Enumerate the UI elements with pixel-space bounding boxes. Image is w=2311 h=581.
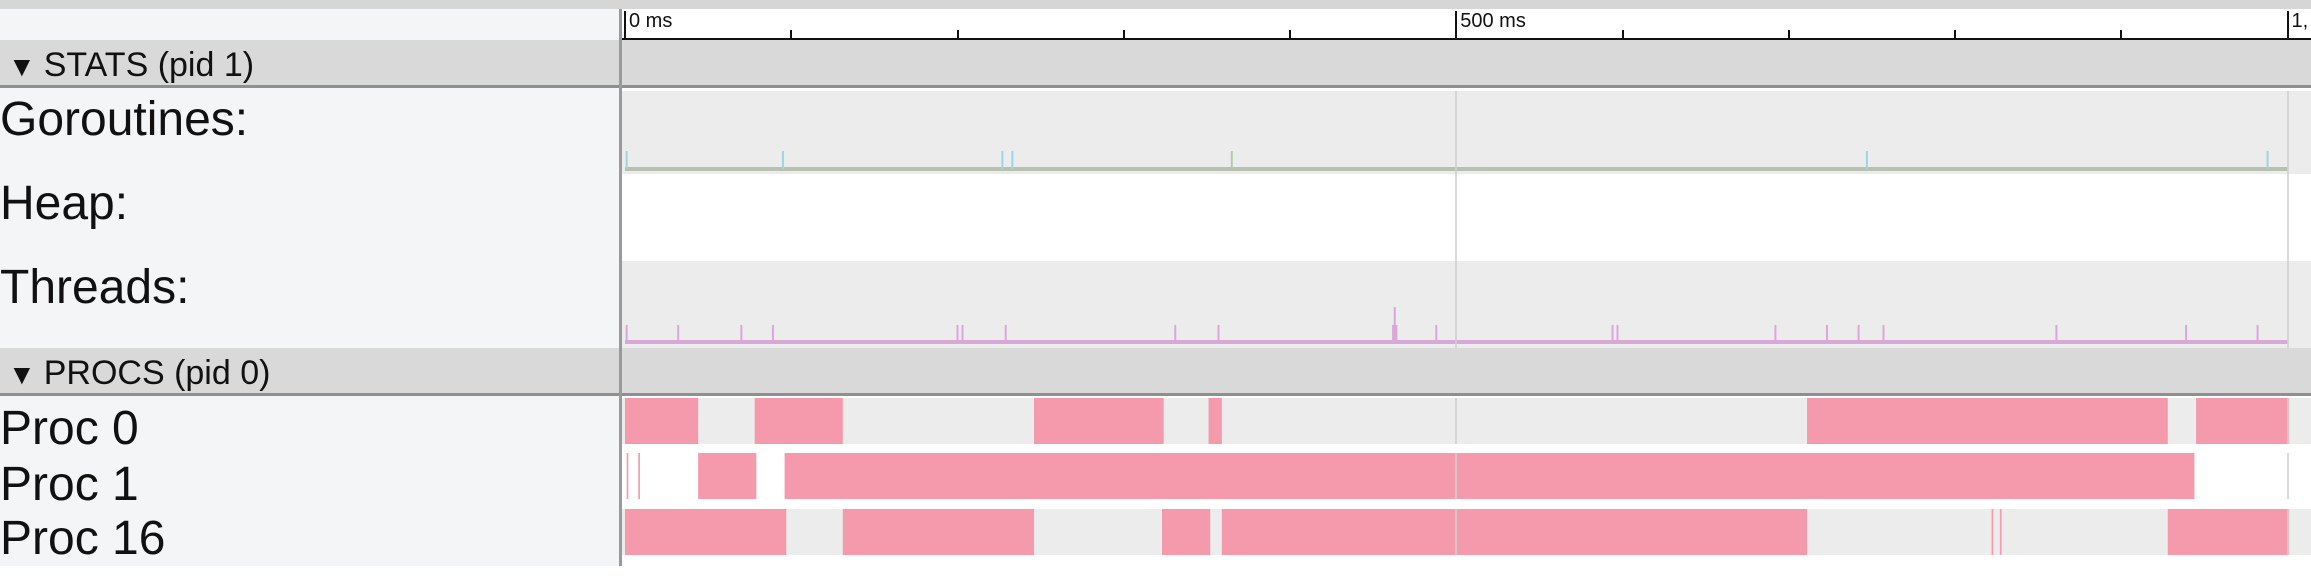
ruler-tick-label: 0 ms: [629, 10, 673, 32]
grid-line: [2286, 174, 2289, 261]
track-label-goroutines: Goroutines:: [0, 93, 249, 146]
time-ruler[interactable]: 0 ms 500 ms 1,: [622, 9, 2311, 40]
ruler-tick-label: 500 ms: [1460, 10, 1526, 32]
proc0-slices: [625, 398, 2290, 444]
track-proc0[interactable]: [622, 398, 2311, 444]
track-label-proc16: Proc 16: [0, 512, 166, 565]
group-header-stats[interactable]: ▼ STATS (pid 1): [0, 40, 2311, 88]
grid-line: [2286, 398, 2289, 444]
proc1-slice[interactable]: [638, 453, 640, 499]
proc1-slices: [626, 453, 2195, 499]
track-heap[interactable]: [622, 174, 2311, 261]
label-divider[interactable]: [619, 9, 622, 566]
track-label-threads: Threads:: [0, 261, 190, 314]
top-scroll-strip: [0, 0, 2311, 9]
ruler-minor-tick: [2120, 30, 2123, 38]
proc16-slice[interactable]: [842, 509, 1034, 555]
grid-line: [1455, 398, 1458, 444]
ruler-minor-tick: [1122, 30, 1125, 38]
track-labels-column: [0, 9, 620, 566]
proc0-slice[interactable]: [754, 398, 843, 444]
group-header-procs[interactable]: ▼ PROCS (pid 0): [0, 348, 2311, 396]
proc16-slice[interactable]: [1991, 509, 1994, 555]
track-goroutines[interactable]: [622, 91, 2311, 174]
ruler-tick-label: 1,: [2291, 10, 2309, 32]
proc0-slice[interactable]: [1807, 398, 2168, 444]
group-title-stats-text: STATS (pid 1): [43, 46, 255, 84]
grid-line: [1455, 91, 1458, 174]
collapse-arrow-icon[interactable]: ▼: [8, 51, 36, 82]
ruler-minor-tick: [1787, 30, 1790, 38]
ruler-minor-tick: [790, 30, 793, 38]
grid-line: [1455, 174, 1458, 261]
track-proc16[interactable]: [622, 509, 2311, 555]
track-proc1[interactable]: [622, 453, 2311, 499]
ruler-minor-tick: [1954, 30, 1956, 38]
grid-line: [1455, 453, 1458, 499]
track-label-proc0: Proc 0: [0, 402, 139, 455]
proc1-slice[interactable]: [698, 453, 757, 499]
proc0-slice[interactable]: [1208, 398, 1222, 444]
group-title-stats: ▼ STATS (pid 1): [8, 46, 254, 85]
grid-line: [1455, 509, 1458, 555]
proc1-slice[interactable]: [784, 453, 2195, 499]
ruler-major-tick: [624, 11, 626, 38]
grid-line: [2286, 91, 2289, 174]
proc0-slice[interactable]: [2196, 398, 2290, 444]
grid-line: [2286, 261, 2289, 348]
grid-line: [2286, 509, 2289, 555]
group-title-procs: ▼ PROCS (pid 0): [8, 354, 270, 393]
track-threads[interactable]: [622, 261, 2311, 348]
ruler-minor-tick: [956, 30, 959, 38]
proc16-slices: [625, 509, 2290, 555]
proc16-slice[interactable]: [625, 509, 787, 555]
track-label-proc1: Proc 1: [0, 458, 139, 511]
proc0-slice[interactable]: [1033, 398, 1164, 444]
goroutines-counter-graph: [625, 151, 2288, 171]
group-title-procs-text: PROCS (pid 0): [43, 354, 271, 392]
proc1-slice[interactable]: [626, 453, 629, 499]
proc0-slice[interactable]: [625, 398, 699, 444]
proc16-slice[interactable]: [1221, 509, 1808, 555]
threads-counter-graph: [625, 307, 2288, 344]
ruler-minor-tick: [1621, 30, 1624, 38]
ruler-major-tick: [1455, 11, 1458, 38]
grid-line: [2286, 453, 2289, 499]
grid-line: [1455, 261, 1458, 348]
ruler-minor-tick: [1289, 30, 1291, 38]
proc16-slice[interactable]: [2167, 509, 2290, 555]
ruler-major-tick: [2286, 11, 2289, 38]
track-label-heap: Heap:: [0, 177, 129, 230]
proc16-slice[interactable]: [1999, 509, 2002, 555]
proc16-slice[interactable]: [1161, 509, 1211, 555]
collapse-arrow-icon[interactable]: ▼: [8, 359, 36, 390]
